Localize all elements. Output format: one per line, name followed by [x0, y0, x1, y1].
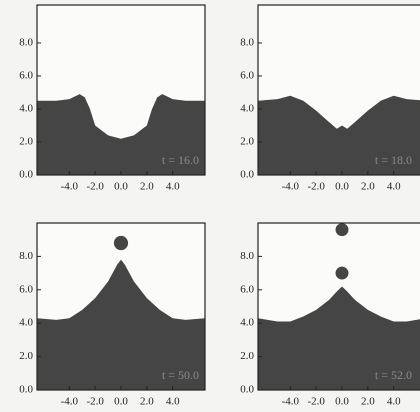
drop	[335, 223, 349, 237]
y-tick-label: 0.0	[19, 384, 33, 396]
x-tick-label: 0.0	[335, 396, 349, 408]
x-tick-label: -2.0	[86, 181, 104, 193]
x-tick-label: 0.0	[335, 181, 349, 193]
y-tick-label: 2.0	[240, 136, 254, 148]
panel: -4.0 -2.0 0.0 2.0 4.0 0.0 2.0 4.0 6.0 8.0 t = 18.0	[240, 4, 420, 193]
x-tick-label: 0.0	[114, 396, 128, 408]
panel: -4.0 -2.0 0.0 2.0 4.0 0.0 2.0 4.0 6.0 8.0 t = 52.0	[240, 222, 420, 408]
y-tick-label: 8.0	[19, 250, 33, 262]
x-tick-label: 4.0	[387, 396, 401, 408]
x-tick-label: 4.0	[166, 181, 180, 193]
y-tick-label: 8.0	[240, 36, 254, 48]
y-tick-label: 6.0	[240, 283, 254, 295]
x-tick-label: 2.0	[361, 181, 375, 193]
x-tick-label: 2.0	[140, 181, 154, 193]
y-tick-label: 6.0	[19, 283, 33, 295]
panel: -4.0 -2.0 0.0 2.0 4.0 0.0 2.0 4.0 6.0 8.0 t = 16.0	[19, 4, 206, 193]
y-tick-label: 0.0	[19, 169, 33, 181]
y-tick-label: 6.0	[240, 70, 254, 82]
x-tick-label: 4.0	[166, 396, 180, 408]
y-tick-label: 0.0	[240, 384, 254, 396]
x-tick-label: 2.0	[361, 396, 375, 408]
x-tick-label: -4.0	[61, 396, 79, 408]
y-tick-label: 6.0	[19, 70, 33, 82]
time-label: t = 50.0	[162, 368, 199, 382]
liquid-area	[37, 94, 205, 175]
y-tick-label: 4.0	[19, 103, 33, 115]
y-tick-label: 8.0	[240, 250, 254, 262]
drop	[335, 266, 349, 280]
liquid-area	[258, 286, 420, 390]
time-label: t = 52.0	[375, 368, 412, 382]
x-tick-label: 4.0	[387, 181, 401, 193]
x-tick-label: 2.0	[140, 396, 154, 408]
x-tick-label: -2.0	[307, 396, 325, 408]
y-tick-label: 4.0	[240, 103, 254, 115]
x-tick-label: 0.0	[114, 181, 128, 193]
x-tick-label: -2.0	[86, 396, 104, 408]
x-tick-label: -4.0	[282, 396, 300, 408]
y-tick-label: 4.0	[240, 317, 254, 329]
time-label: t = 16.0	[162, 153, 199, 167]
x-tick-label: -4.0	[282, 181, 300, 193]
y-tick-label: 8.0	[19, 36, 33, 48]
y-tick-label: 2.0	[240, 350, 254, 362]
panel: -4.0 -2.0 0.0 2.0 4.0 0.0 2.0 4.0 6.0 8.0 t = 50.0	[19, 222, 206, 408]
x-tick-label: -2.0	[307, 181, 325, 193]
y-tick-label: 2.0	[19, 136, 33, 148]
y-tick-label: 2.0	[19, 350, 33, 362]
y-tick-label: 0.0	[240, 169, 254, 181]
liquid-area	[37, 259, 205, 390]
liquid-area	[258, 95, 420, 175]
x-tick-label: -4.0	[61, 181, 79, 193]
drop	[113, 235, 129, 251]
time-label: t = 18.0	[375, 153, 412, 167]
y-tick-label: 4.0	[19, 317, 33, 329]
